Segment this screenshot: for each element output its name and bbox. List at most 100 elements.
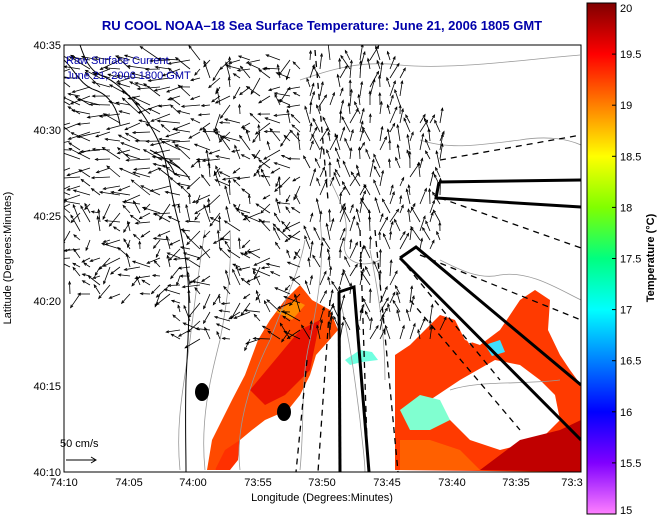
- current-vector-arrowhead: [327, 276, 331, 281]
- current-vector-arrowhead: [253, 313, 258, 318]
- current-vector-arrowhead: [360, 270, 364, 275]
- current-vector-arrowhead: [327, 255, 331, 261]
- current-vector: [64, 126, 71, 133]
- current-vector-arrowhead: [98, 295, 102, 300]
- current-vector-arrowhead: [166, 254, 170, 259]
- current-vector-arrowhead: [336, 73, 340, 78]
- current-vector-arrowhead: [156, 57, 161, 61]
- current-vector-arrowhead: [180, 185, 184, 189]
- current-vector: [339, 237, 345, 250]
- current-vector-arrowhead: [357, 93, 361, 98]
- current-vector-arrowhead: [211, 99, 215, 103]
- current-vector: [241, 122, 251, 129]
- current-vector-arrowhead: [68, 280, 72, 285]
- current-vector: [399, 177, 405, 187]
- legend-line-1: Raw Surface Current: [66, 55, 169, 67]
- colorbar: [586, 2, 617, 515]
- current-vector-arrowhead: [136, 87, 141, 91]
- current-vector-arrowhead: [218, 215, 222, 220]
- current-vector-arrowhead: [106, 165, 111, 169]
- current-vector-arrowhead: [362, 126, 366, 131]
- colorbar-tick-label: 15: [620, 505, 632, 517]
- current-vector: [85, 69, 101, 79]
- current-vector-arrowhead: [421, 226, 426, 231]
- current-vector-arrowhead: [138, 119, 143, 123]
- current-vector: [339, 294, 345, 313]
- current-vector-arrowhead: [428, 319, 432, 324]
- current-vector-arrowhead: [233, 95, 237, 100]
- current-vector: [329, 311, 333, 322]
- current-vector: [174, 173, 191, 178]
- current-vector-arrowhead: [57, 202, 60, 205]
- current-vector: [395, 157, 401, 169]
- island-shape: [195, 383, 209, 401]
- current-vector: [64, 257, 71, 259]
- current-vector-arrowhead: [266, 299, 271, 303]
- current-vector: [339, 127, 345, 142]
- current-vector-arrowhead: [420, 237, 424, 242]
- current-vector-arrowhead: [165, 134, 170, 138]
- current-vector-arrowhead: [287, 234, 292, 238]
- current-vector: [327, 248, 331, 259]
- current-vector-arrowhead: [240, 154, 245, 158]
- current-vector: [278, 176, 281, 196]
- current-vector: [313, 227, 321, 241]
- current-vector-arrowhead: [184, 345, 189, 349]
- current-vector-arrowhead: [218, 171, 223, 175]
- x-axis-label: Longitude (Degrees:Minutes): [251, 492, 393, 504]
- current-vector-arrowhead: [165, 89, 170, 93]
- current-vector-arrowhead: [194, 216, 198, 221]
- current-vector: [168, 284, 181, 286]
- current-vector-arrowhead: [70, 132, 75, 136]
- current-vector-arrowhead: [340, 321, 344, 326]
- y-tick-label: 40:25: [33, 211, 61, 223]
- current-vector-arrowhead: [254, 131, 259, 135]
- current-vector: [177, 183, 191, 187]
- current-vector-arrowhead: [301, 324, 305, 329]
- current-vector-arrowhead: [131, 131, 136, 135]
- current-vector: [102, 203, 111, 220]
- current-vector: [369, 236, 371, 250]
- current-vector-arrowhead: [124, 132, 129, 136]
- current-vector: [365, 149, 371, 160]
- current-vector: [64, 68, 71, 72]
- current-vector-arrowhead: [169, 104, 174, 108]
- current-vector: [170, 266, 181, 279]
- current-vector-arrowhead: [339, 191, 343, 196]
- current-vector: [64, 200, 81, 205]
- current-vector-arrowhead: [320, 241, 324, 246]
- current-vector: [262, 325, 271, 331]
- current-vector: [246, 59, 261, 64]
- current-vector: [293, 92, 301, 97]
- current-vector: [396, 310, 401, 322]
- current-vector: [267, 330, 281, 340]
- y-tick-label: 40:35: [33, 40, 61, 52]
- current-vector: [319, 81, 324, 97]
- current-vector-arrowhead: [170, 333, 175, 337]
- current-vector-arrowhead: [203, 305, 207, 310]
- current-vector: [277, 202, 291, 205]
- current-vector: [379, 126, 383, 142]
- current-vector: [239, 104, 241, 115]
- current-vector-arrowhead: [129, 214, 134, 219]
- current-vector-arrowhead: [208, 84, 212, 89]
- current-vector-arrowhead: [412, 202, 416, 207]
- current-vector: [199, 245, 211, 259]
- current-vector-arrowhead: [182, 252, 187, 256]
- current-vector-arrowhead: [225, 64, 230, 68]
- current-vector-arrowhead: [198, 127, 203, 131]
- current-vector-arrowhead: [323, 289, 327, 294]
- current-vector-arrowhead: [227, 249, 231, 253]
- current-vector: [439, 143, 443, 160]
- current-vector: [348, 103, 351, 115]
- current-vector-arrowhead: [223, 220, 228, 224]
- current-vector-arrowhead: [102, 186, 107, 190]
- current-vector: [436, 150, 441, 169]
- current-vector-arrowhead: [79, 149, 84, 153]
- current-vector: [64, 207, 71, 214]
- current-vector: [274, 162, 291, 169]
- current-vector-arrowhead: [245, 341, 250, 345]
- current-vector: [140, 46, 161, 61]
- current-vector: [208, 198, 211, 214]
- current-vector-arrowhead: [54, 148, 57, 150]
